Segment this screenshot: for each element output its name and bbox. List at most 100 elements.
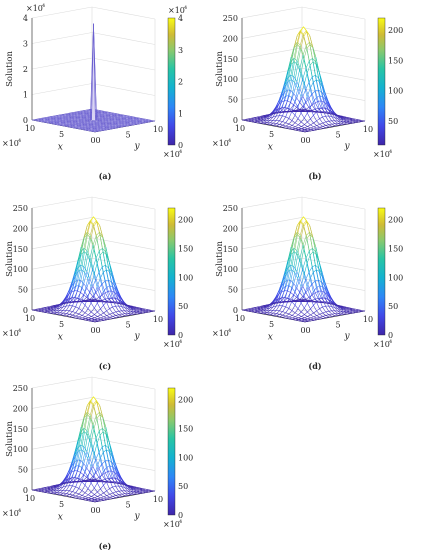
- mesh-line: [72, 314, 77, 317]
- mesh-line: [290, 248, 295, 266]
- mesh-line: [142, 310, 146, 312]
- mesh-line: [104, 292, 109, 299]
- mesh-line: [298, 317, 302, 319]
- mesh-line: [346, 308, 350, 311]
- mesh-line: [151, 120, 156, 122]
- mesh-line: [94, 496, 98, 499]
- mesh-line: [127, 486, 131, 490]
- mesh-line: [100, 126, 104, 128]
- z-tick-label: 200: [13, 224, 28, 233]
- mesh-line: [334, 307, 338, 312]
- mesh-line: [108, 477, 112, 479]
- mesh-line: [331, 111, 335, 118]
- mesh-line: [43, 117, 48, 119]
- mesh-line: [121, 301, 125, 308]
- mesh-line: [80, 294, 84, 300]
- x-tick-label: 0: [300, 326, 305, 335]
- mesh-line: [63, 315, 67, 317]
- mesh-line: [256, 306, 261, 308]
- mesh-line: [101, 463, 106, 473]
- mesh-line: [86, 113, 90, 115]
- mesh-line: [83, 247, 88, 251]
- mesh-line: [284, 100, 288, 108]
- mesh-line: [80, 283, 85, 293]
- mesh-line: [93, 274, 98, 287]
- mesh-line: [103, 301, 107, 306]
- mesh-line: [293, 41, 298, 47]
- mesh-line: [254, 308, 258, 311]
- mesh-line: [77, 112, 81, 114]
- mesh-line: [129, 115, 133, 118]
- mesh-line: [121, 122, 125, 124]
- z-tick-label: 2: [23, 65, 28, 74]
- mesh-line: [53, 486, 57, 489]
- mesh-line: [37, 308, 42, 310]
- mesh-line: [53, 488, 57, 491]
- mesh-line: [303, 238, 308, 250]
- mesh-line: [88, 478, 93, 480]
- mesh-line: [58, 483, 63, 485]
- mesh-line: [47, 307, 51, 309]
- mesh-line: [88, 298, 93, 300]
- mesh-line: [88, 319, 92, 322]
- mesh-line: [93, 400, 97, 405]
- mesh-line: [337, 308, 341, 312]
- mesh-line: [111, 274, 116, 283]
- mesh-line: [108, 460, 112, 472]
- mesh-line: [74, 459, 79, 471]
- mesh-line: [308, 297, 313, 301]
- mesh-line: [273, 315, 277, 317]
- mesh-line: [78, 125, 83, 127]
- mesh-line: [266, 310, 271, 313]
- mesh-line: [80, 118, 85, 120]
- mesh-line: [321, 281, 326, 287]
- mesh-line: [80, 446, 85, 461]
- mesh-line: [81, 490, 86, 494]
- mesh-line: [77, 478, 81, 482]
- mesh-line: [84, 278, 89, 292]
- mesh-line: [302, 102, 307, 107]
- mesh-line: [66, 485, 70, 491]
- mesh-line: [304, 307, 308, 313]
- mesh-line: [105, 445, 109, 449]
- mesh-line: [291, 310, 296, 314]
- mesh-line: [83, 232, 88, 249]
- mesh-line: [102, 452, 107, 468]
- mesh-line: [72, 494, 77, 497]
- mesh-line: [72, 123, 76, 125]
- mesh-line: [103, 287, 107, 292]
- mesh-line: [90, 400, 94, 405]
- mesh-line: [312, 46, 317, 58]
- mesh-line: [324, 292, 328, 296]
- mesh-line: [311, 110, 315, 112]
- mesh-line: [96, 220, 100, 226]
- mesh-line: [87, 255, 92, 264]
- axis-exponent-label: ×10: [2, 509, 19, 518]
- mesh-line: [112, 495, 116, 497]
- mesh-line: [97, 491, 101, 496]
- mesh-line: [361, 310, 366, 312]
- mesh-line: [99, 121, 104, 123]
- mesh-line: [290, 58, 295, 76]
- mesh-line: [285, 108, 289, 117]
- mesh-line: [148, 310, 153, 312]
- mesh-line: [302, 45, 307, 55]
- mesh-line: [53, 493, 58, 495]
- mesh-line: [96, 400, 100, 406]
- mesh-line: [299, 286, 304, 293]
- mesh-line: [99, 431, 104, 436]
- mesh-line: [312, 265, 316, 268]
- mesh-line: [81, 310, 86, 314]
- mesh-line: [244, 308, 249, 310]
- mesh-line: [89, 286, 94, 293]
- mesh-line: [118, 493, 122, 495]
- mesh-line: [112, 486, 116, 493]
- mesh-line: [282, 312, 286, 316]
- mesh-line: [81, 452, 85, 468]
- mesh-line: [106, 497, 111, 500]
- mesh-line: [281, 91, 286, 96]
- x-axis-title: x: [58, 332, 63, 342]
- y-tick-label: 0: [95, 136, 100, 145]
- mesh-line: [74, 267, 79, 275]
- mesh-line: [284, 267, 289, 275]
